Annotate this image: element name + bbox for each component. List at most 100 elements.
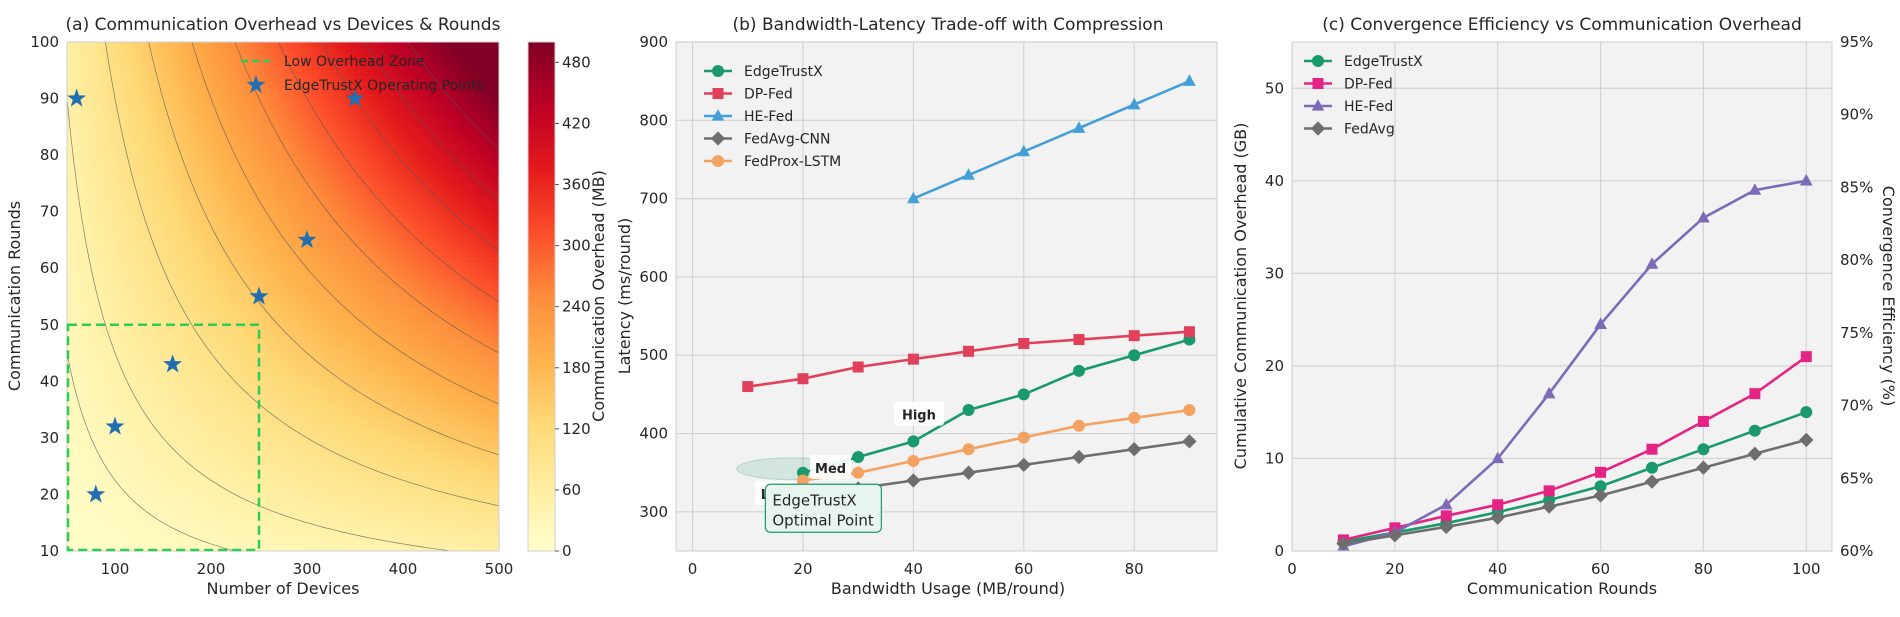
heat-cell	[181, 200, 188, 207]
heat-cell	[234, 386, 241, 393]
heat-cell	[282, 522, 289, 529]
heat-cell	[273, 296, 279, 303]
heat-cell	[287, 454, 293, 461]
heat-cell	[210, 64, 217, 71]
heat-cell	[157, 217, 164, 224]
heat-cell	[162, 109, 169, 116]
heat-cell	[325, 245, 332, 252]
heat-cell	[316, 499, 322, 507]
heat-cell	[239, 318, 245, 326]
heat-cell	[297, 53, 303, 60]
heat-cell	[210, 103, 217, 111]
heat-cell	[253, 183, 260, 190]
heat-cell	[268, 137, 274, 145]
heat-cell	[330, 482, 337, 490]
heat-cell	[67, 488, 73, 495]
heat-cell	[153, 273, 159, 280]
heat-cell	[109, 115, 116, 122]
heat-cell	[225, 132, 231, 139]
heat-cell	[282, 126, 289, 133]
heat-cell	[196, 262, 202, 269]
heat-cell	[186, 239, 193, 246]
heat-cell	[191, 352, 197, 360]
heat-cell	[81, 341, 87, 348]
heat-cell	[330, 522, 337, 529]
heat-cell	[157, 92, 164, 99]
heat-cell	[81, 200, 87, 207]
heat-cell	[129, 177, 135, 184]
heat-cell	[316, 154, 322, 162]
heat-cell	[157, 318, 164, 326]
heat-cell	[76, 414, 82, 422]
heat-cell	[172, 505, 178, 512]
heat-cell	[138, 256, 145, 263]
heat-cell	[85, 47, 92, 54]
heat-cell	[105, 443, 111, 450]
heat-cell	[143, 324, 149, 331]
heat-cell	[220, 222, 226, 229]
heat-cell	[205, 386, 212, 393]
heat-cell	[181, 533, 188, 540]
heat-cell	[119, 307, 125, 314]
heat-cell	[258, 533, 265, 540]
heat-cell	[268, 403, 274, 410]
heat-cell	[67, 318, 73, 326]
heat-cell	[263, 369, 269, 376]
heat-cell	[162, 477, 169, 484]
heat-cell	[133, 352, 140, 360]
heat-cell	[321, 262, 327, 269]
heat-cell	[325, 398, 332, 405]
heat-cell	[129, 137, 135, 145]
heat-cell	[67, 273, 73, 280]
heat-cell	[244, 160, 250, 167]
heat-cell	[191, 53, 197, 60]
heat-cell	[148, 166, 154, 173]
heat-cell	[263, 499, 269, 507]
heat-cell	[148, 471, 154, 478]
heat-cell	[306, 120, 313, 128]
heat-cell	[201, 516, 207, 524]
heat-cell	[105, 154, 111, 162]
heat-cell	[330, 284, 337, 292]
heat-cell	[215, 414, 221, 422]
heat-cell	[205, 279, 212, 286]
heat-cell	[316, 267, 322, 275]
heat-cell	[181, 443, 188, 450]
heat-cell	[85, 330, 92, 337]
heat-cell	[100, 318, 106, 326]
heat-cell	[220, 296, 226, 303]
heat-cell	[225, 488, 231, 495]
heat-cell	[67, 233, 73, 241]
heat-cell	[220, 126, 226, 133]
heat-cell	[253, 154, 260, 162]
heat-cell	[297, 403, 303, 410]
heat-cell	[316, 233, 322, 241]
heat-cell	[138, 109, 145, 116]
heat-cell	[301, 448, 308, 456]
heat-cell	[277, 482, 284, 490]
heat-cell	[268, 460, 274, 467]
heat-cell	[143, 115, 149, 122]
heat-cell	[253, 177, 260, 184]
heat-cell	[268, 284, 274, 292]
heat-cell	[205, 398, 212, 405]
heat-cell	[167, 392, 173, 399]
heat-cell	[81, 143, 87, 150]
heat-cell	[186, 307, 193, 314]
heat-cell	[268, 330, 274, 337]
heat-cell	[220, 330, 226, 337]
heat-cell	[191, 307, 197, 314]
heat-cell	[306, 341, 313, 348]
heat-cell	[90, 454, 97, 461]
heat-cell	[95, 132, 101, 139]
heat-cell	[138, 98, 145, 105]
heat-cell	[301, 516, 308, 524]
heat-cell	[239, 369, 245, 376]
heat-cell	[95, 64, 101, 71]
heat-cell	[282, 42, 289, 48]
heat-cell	[215, 431, 221, 439]
heat-cell	[71, 420, 77, 427]
heat-cell	[253, 375, 260, 382]
heat-cell	[109, 256, 116, 263]
heat-cell	[239, 460, 245, 467]
